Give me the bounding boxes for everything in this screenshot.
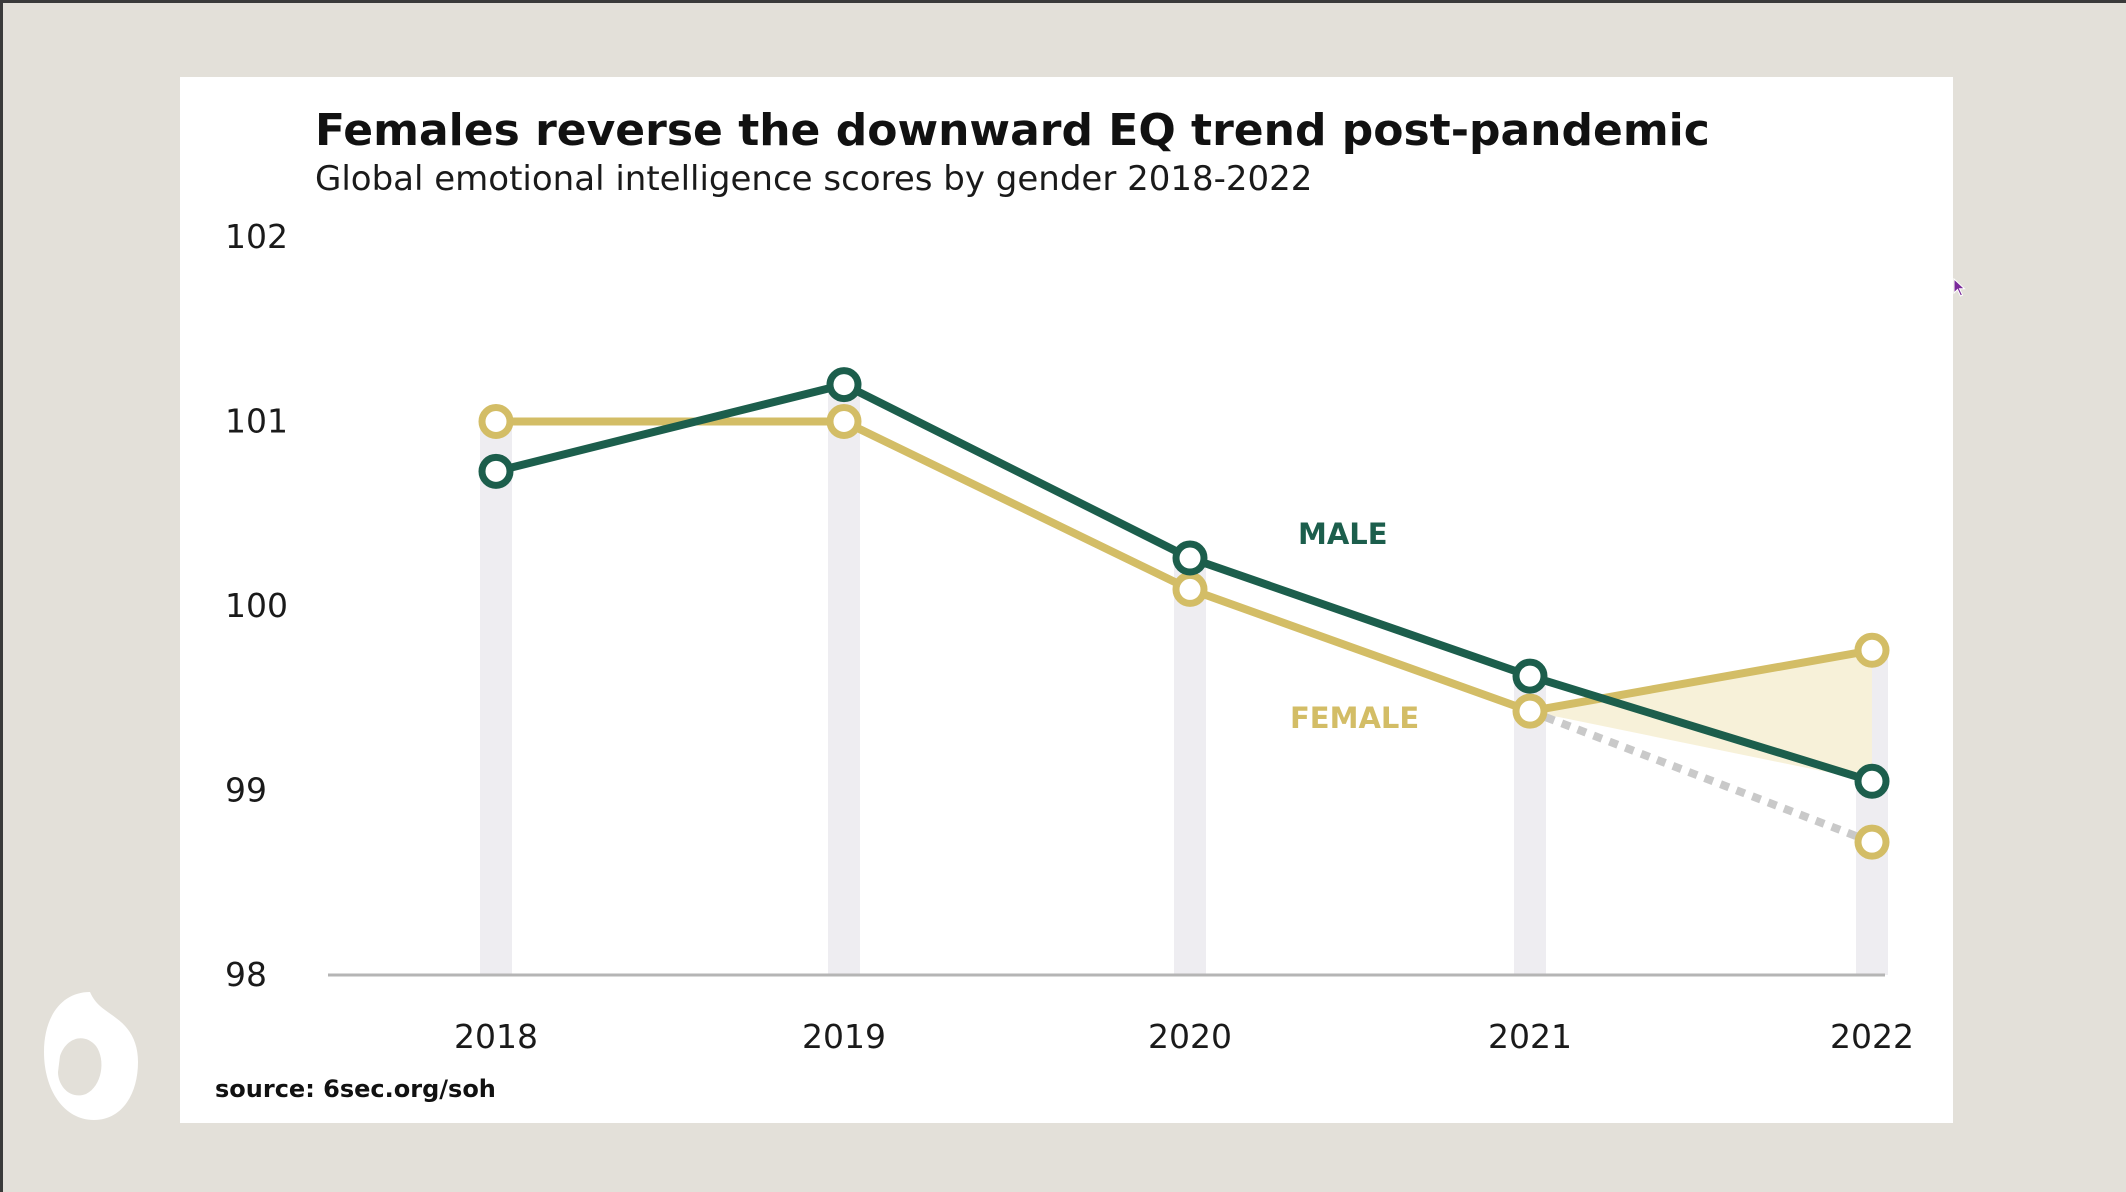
female-point-2018: [478, 404, 514, 439]
male-point-2018: [478, 453, 514, 489]
male-point-2019: [826, 367, 862, 403]
mouse-cursor-icon: [1953, 278, 1966, 297]
female-point-2021: [1512, 693, 1548, 729]
y-tick-label-98: 98: [225, 955, 267, 994]
y-tick-label-101: 101: [225, 402, 288, 441]
male-point-2021: [1512, 658, 1548, 694]
y-tick-label-102: 102: [225, 217, 288, 256]
x-tick-label-2021: 2021: [1488, 1017, 1572, 1056]
y-tick-label-100: 100: [225, 586, 288, 625]
year-column-2018: [480, 421, 512, 975]
chart-subtitle: Global emotional intelligence scores by …: [315, 159, 1313, 199]
line-chart: 98 99 100 101 102 2018 2019 2020 2021 2022 MALE FEM…: [225, 217, 1914, 1056]
x-tick-label-2020: 2020: [1148, 1017, 1232, 1056]
year-column-2019: [828, 384, 860, 976]
brand-logo-icon: [44, 992, 138, 1120]
chart-title: Females reverse the downward EQ trend po…: [315, 105, 1710, 156]
y-tick-label-99: 99: [225, 771, 267, 810]
window-left-edge: [0, 0, 3, 1192]
window-top-edge: [0, 0, 2126, 3]
female-point-2020: [1172, 571, 1208, 607]
female-point-2022: [1854, 632, 1890, 668]
female-point-2019: [826, 404, 862, 439]
gap-shading: [1530, 650, 1872, 782]
female-series-label: FEMALE: [1290, 701, 1419, 735]
x-tick-label-2019: 2019: [802, 1017, 886, 1056]
chart-card: Females reverse the downward EQ trend po…: [180, 77, 1953, 1123]
source-note: source: 6sec.org/soh: [215, 1075, 496, 1103]
male-series-label: MALE: [1298, 517, 1388, 551]
female-projected-point: [1854, 824, 1890, 860]
year-column-2020: [1174, 558, 1206, 975]
male-point-2020: [1172, 540, 1208, 576]
x-tick-label-2018: 2018: [454, 1017, 538, 1056]
x-tick-label-2022: 2022: [1830, 1017, 1914, 1056]
male-point-2022: [1854, 763, 1890, 799]
